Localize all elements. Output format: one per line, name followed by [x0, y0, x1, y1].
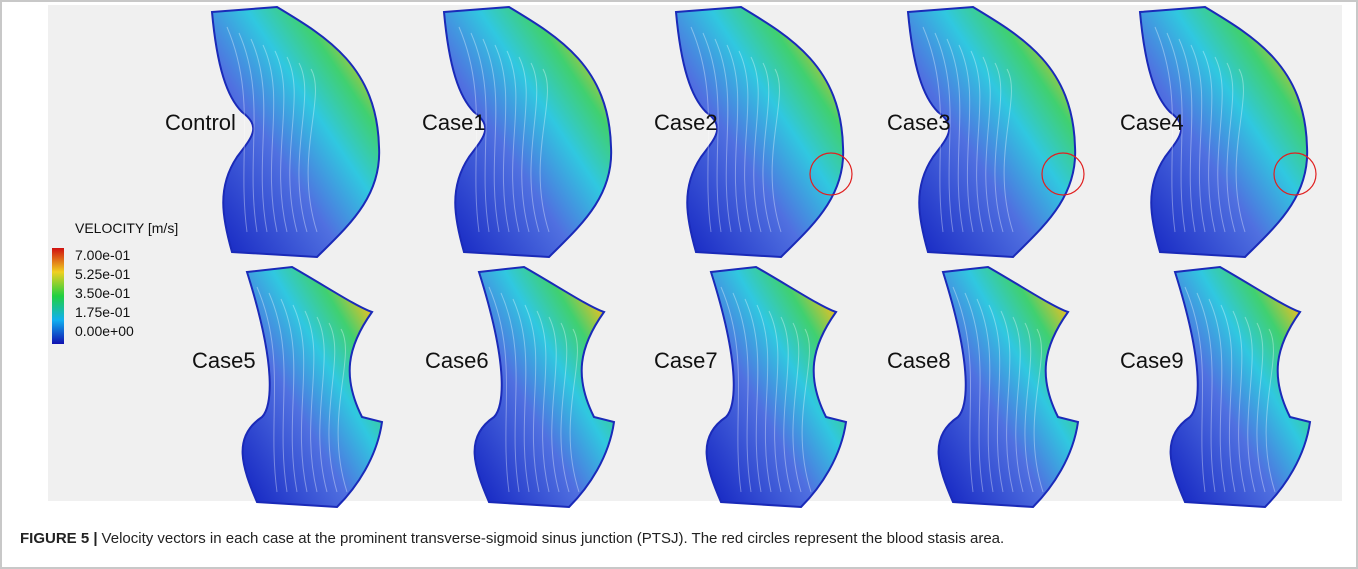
panel-label: Case2	[654, 110, 718, 135]
legend-label: 0.00e+00	[75, 323, 134, 339]
legend-label: 5.25e-01	[75, 266, 130, 282]
panel-label: Control	[165, 110, 236, 135]
panel-label: Case8	[887, 348, 951, 373]
panel-label: Case7	[654, 348, 718, 373]
legend-label: 1.75e-01	[75, 304, 130, 320]
panel-label: Case5	[192, 348, 256, 373]
caption-label: FIGURE 5 |	[20, 530, 98, 547]
panel-label: Case1	[422, 110, 486, 135]
panel-label: Case3	[887, 110, 951, 135]
legend-title: VELOCITY [m/s]	[75, 220, 178, 236]
legend-label: 7.00e-01	[75, 247, 130, 263]
legend-label: 3.50e-01	[75, 285, 130, 301]
figure: VELOCITY [m/s] Control Case1 Case2 Case3 Cas…	[2, 2, 1356, 522]
caption: FIGURE 5 |Velocity vectors in each case …	[20, 530, 1004, 547]
caption-text: Velocity vectors in each case at the pro…	[102, 530, 1005, 547]
page: VELOCITY [m/s] Control Case1 Case2 Case3 Cas…	[0, 0, 1358, 569]
colorbar	[52, 248, 64, 344]
panel-label: Case4	[1120, 110, 1184, 135]
panel-label: Case9	[1120, 348, 1184, 373]
panel-label: Case6	[425, 348, 489, 373]
